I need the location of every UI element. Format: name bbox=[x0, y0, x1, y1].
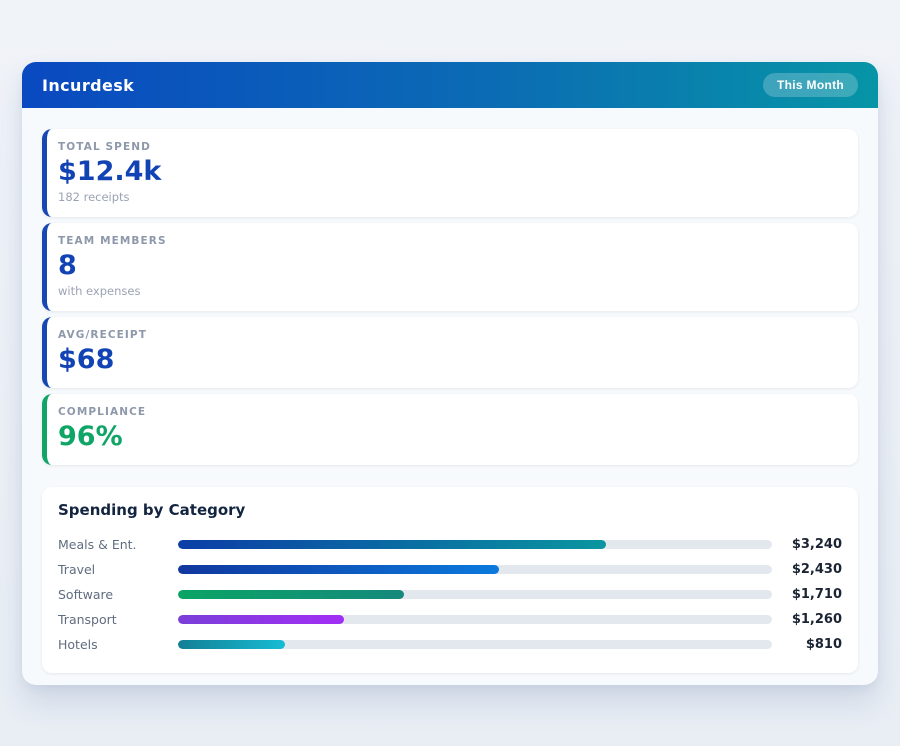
bar-fill bbox=[178, 590, 404, 599]
stat-subtext: 182 receipts bbox=[58, 190, 130, 204]
bar-track bbox=[178, 590, 772, 599]
app-header: Incurdesk This Month bbox=[22, 62, 878, 108]
bar-fill bbox=[178, 640, 285, 649]
stat-value: $68 bbox=[58, 344, 115, 375]
category-bar-row: Software $1,710 bbox=[58, 582, 842, 607]
category-value: $2,430 bbox=[791, 562, 842, 577]
chart-title: Spending by Category bbox=[58, 501, 246, 519]
category-label: Meals & Ent. bbox=[58, 537, 137, 552]
category-label: Hotels bbox=[58, 637, 98, 652]
category-value: $3,240 bbox=[791, 537, 842, 552]
category-value: $1,710 bbox=[791, 587, 842, 602]
dashboard-content: TOTAL SPEND $12.4k 182 receipts TEAM MEM… bbox=[22, 108, 878, 673]
app-title: Incurdesk bbox=[42, 75, 135, 95]
category-bar-list: Meals & Ent. $3,240 Travel $2,430 Software $1… bbox=[58, 532, 842, 657]
bar-track bbox=[178, 540, 772, 549]
category-label: Travel bbox=[58, 562, 96, 577]
stat-value: 8 bbox=[58, 250, 77, 281]
spending-by-category-card: Spending by Category Meals & Ent. $3,240 T… bbox=[42, 487, 858, 673]
category-value: $810 bbox=[805, 637, 842, 652]
category-bar-row: Meals & Ent. $3,240 bbox=[58, 532, 842, 557]
bar-fill bbox=[178, 565, 499, 574]
stat-card-total-spend: TOTAL SPEND $12.4k 182 receipts bbox=[42, 129, 858, 217]
stat-value: 96% bbox=[58, 421, 123, 452]
bar-fill bbox=[178, 615, 345, 624]
stat-label: AVG/RECEIPT bbox=[58, 329, 147, 341]
bar-fill bbox=[178, 540, 606, 549]
stat-label: TEAM MEMBERS bbox=[58, 235, 167, 247]
category-label: Software bbox=[58, 587, 114, 602]
stat-card-avg-receipt: AVG/RECEIPT $68 bbox=[42, 317, 858, 388]
stat-card-team-members: TEAM MEMBERS 8 with expenses bbox=[42, 223, 858, 311]
stat-subtext: with expenses bbox=[58, 284, 141, 298]
bar-track bbox=[178, 640, 772, 649]
category-value: $1,260 bbox=[791, 612, 842, 627]
period-badge[interactable]: This Month bbox=[763, 73, 858, 97]
category-label: Transport bbox=[58, 612, 117, 627]
stat-value: $12.4k bbox=[58, 156, 162, 187]
bar-track bbox=[178, 565, 772, 574]
category-bar-row: Hotels $810 bbox=[58, 632, 842, 657]
stat-label: COMPLIANCE bbox=[58, 406, 147, 418]
stat-card-compliance: COMPLIANCE 96% bbox=[42, 394, 858, 465]
category-bar-row: Transport $1,260 bbox=[58, 607, 842, 632]
stat-label: TOTAL SPEND bbox=[58, 141, 151, 153]
category-bar-row: Travel $2,430 bbox=[58, 557, 842, 582]
bar-track bbox=[178, 615, 772, 624]
dashboard-panel: Incurdesk This Month TOTAL SPEND $12.4k … bbox=[22, 62, 878, 685]
